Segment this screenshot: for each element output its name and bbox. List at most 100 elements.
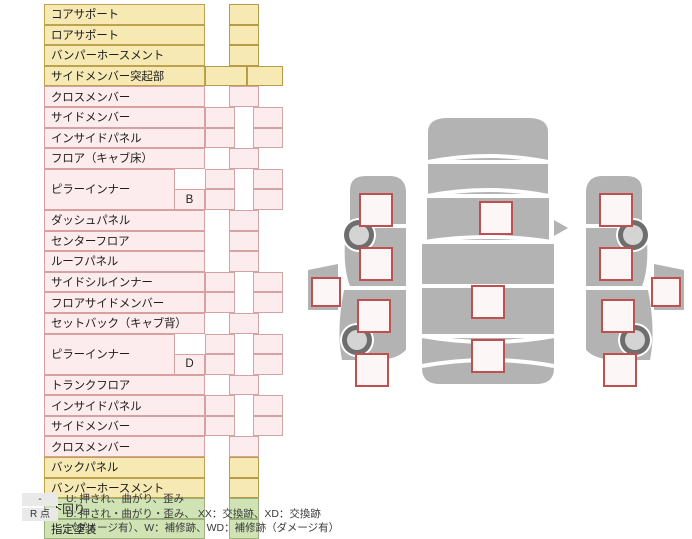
part-label: 下回り	[44, 498, 205, 519]
damage-cell[interactable]	[253, 189, 283, 210]
damage-cell[interactable]	[229, 24, 259, 46]
damage-grid-strip	[205, 168, 283, 190]
center-right-notch	[554, 220, 568, 236]
damage-cell[interactable]	[253, 415, 283, 437]
part-label: クロスメンバー	[44, 86, 205, 107]
damage-cell[interactable]	[229, 4, 259, 25]
damage-cell[interactable]	[229, 477, 259, 499]
damage-cell[interactable]	[229, 86, 259, 107]
marker-right-middle	[599, 247, 633, 281]
damage-grid-strip	[205, 189, 283, 210]
damage-cell[interactable]	[229, 148, 259, 169]
table-row: 指定塗装	[44, 518, 260, 539]
marker-center-lower	[471, 339, 505, 373]
damage-cell[interactable]	[253, 106, 283, 128]
damage-cell[interactable]	[229, 230, 259, 252]
damage-grid-strip	[205, 45, 283, 66]
damage-grid-strip	[205, 312, 283, 334]
damage-grid-strip	[205, 4, 283, 25]
center-segment-2	[428, 164, 548, 194]
damage-cell[interactable]	[247, 65, 283, 87]
damage-grid-strip	[205, 498, 283, 519]
damage-grid-strip	[205, 251, 283, 272]
damage-cell[interactable]	[229, 457, 259, 478]
part-label: ピラーインナー	[44, 168, 175, 210]
damage-cell[interactable]	[205, 168, 235, 190]
damage-cell[interactable]	[229, 436, 259, 458]
marker-right-outer	[651, 277, 681, 307]
damage-cell[interactable]	[205, 354, 235, 375]
marker-left-lower-b	[355, 353, 389, 387]
damage-grid-strip	[205, 86, 283, 107]
marker-right-lower-b	[603, 353, 637, 387]
table-row: サイドメンバー	[44, 415, 283, 437]
damage-cell[interactable]	[253, 168, 283, 190]
damage-cell[interactable]	[205, 271, 235, 293]
table-row: バックパネル	[44, 457, 260, 478]
part-sublabel: D	[175, 354, 205, 375]
damage-cell[interactable]	[253, 292, 283, 313]
legend-row-2: R 点 D: 押され・曲がり・歪み、 XX：交換跡、XD：交換跡	[22, 507, 442, 522]
wheels	[340, 218, 652, 357]
damage-cell[interactable]	[229, 251, 259, 272]
damage-grid-strip	[205, 230, 283, 252]
part-label: フロアサイドメンバー	[44, 292, 205, 313]
part-label: ダッシュパネル	[44, 209, 205, 231]
table-row: ピラーインナーC	[44, 333, 283, 375]
part-label: サイドメンバー	[44, 415, 205, 437]
damage-cell[interactable]	[253, 333, 283, 355]
part-label: バンパーホースメント	[44, 477, 205, 499]
part-label: サイドメンバー	[44, 106, 205, 128]
damage-cell[interactable]	[253, 127, 283, 149]
part-label: サイドメンバー突起部	[44, 65, 205, 87]
part-label: トランクフロア	[44, 374, 205, 396]
damage-grid-strip	[205, 477, 283, 499]
damage-cell[interactable]	[205, 333, 235, 355]
table-row: セットバック（キャブ背）	[44, 312, 260, 334]
damage-grid-strip	[205, 65, 283, 87]
marker-right-upper	[599, 193, 633, 227]
legend-text-2: D: 押され・曲がり・歪み、 XX：交換跡、XD：交換跡	[66, 507, 321, 520]
table-row: サイドシルインナー	[44, 271, 283, 293]
table-row: コアサポート	[44, 4, 260, 25]
legend-key-rpoint: R 点	[22, 507, 58, 521]
damage-cell[interactable]	[253, 271, 283, 293]
damage-cell[interactable]	[229, 498, 259, 519]
damage-grid-strip	[205, 415, 283, 437]
legend-text-1: U: 押され、曲がり、歪み	[66, 493, 185, 505]
damage-cell[interactable]	[253, 395, 283, 416]
damage-cell[interactable]	[205, 415, 235, 437]
damage-cell[interactable]	[205, 292, 235, 313]
damage-cell[interactable]	[205, 189, 235, 210]
table-row: クロスメンバー	[44, 436, 260, 458]
table-row: 下回り	[44, 498, 260, 519]
damage-cell[interactable]	[205, 127, 235, 149]
damage-cell[interactable]	[229, 209, 259, 231]
damage-grid-strip	[205, 24, 283, 46]
table-row: バンパーホースメント	[44, 477, 260, 499]
damage-cell[interactable]	[253, 354, 283, 375]
marker-left-middle	[359, 247, 393, 281]
table-row: バンパーホースメント	[44, 45, 260, 66]
damage-cell[interactable]	[229, 45, 259, 66]
table-row: ピラーインナーA	[44, 168, 283, 210]
part-label: ピラーインナー	[44, 333, 175, 375]
damage-grid-strip	[205, 148, 283, 169]
part-label: セットバック（キャブ背）	[44, 312, 205, 334]
legend-row-1: - U: 押され、曲がり、歪み	[22, 492, 442, 507]
part-label: インサイドパネル	[44, 395, 205, 416]
marker-left-upper	[359, 193, 393, 227]
legend-key-dash: -	[22, 493, 58, 506]
damage-cell[interactable]	[205, 65, 247, 87]
damage-cell[interactable]	[229, 312, 259, 334]
damage-grid-strip	[205, 395, 283, 416]
vehicle-diagram	[300, 118, 692, 408]
damage-cell[interactable]	[229, 374, 259, 396]
damage-cell[interactable]	[205, 106, 235, 128]
damage-cell[interactable]	[205, 395, 235, 416]
damage-grid-strip	[205, 333, 283, 355]
part-label: バックパネル	[44, 457, 205, 478]
part-label: フロア（キャブ床）	[44, 148, 205, 169]
center-segment-1	[428, 118, 548, 160]
damage-grid-strip	[205, 354, 283, 375]
